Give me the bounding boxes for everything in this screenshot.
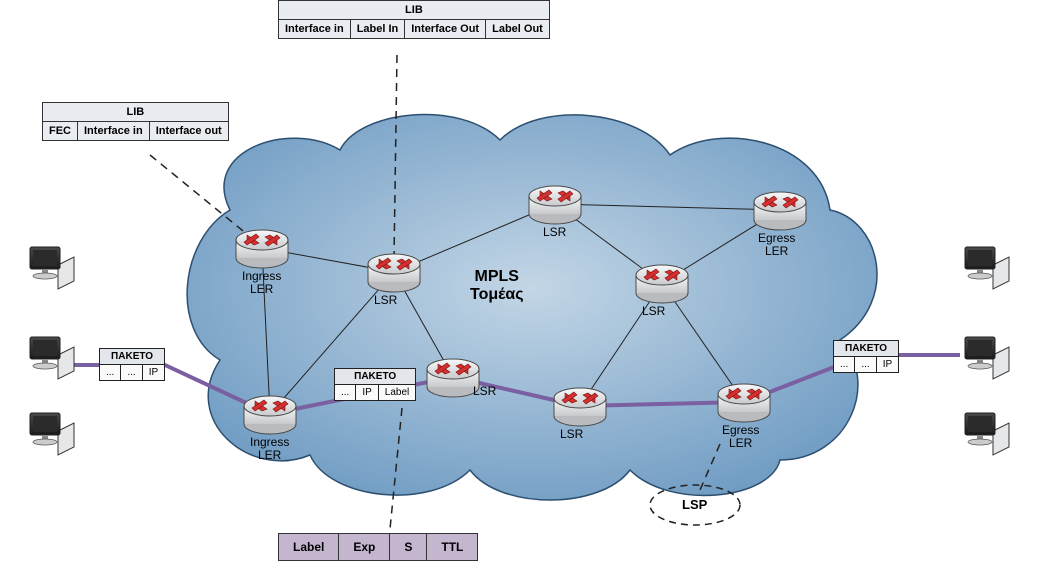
packet-cell: ... xyxy=(121,365,142,381)
packet-cell: ... xyxy=(855,357,876,373)
router-label: LSR xyxy=(642,305,665,318)
router-icon xyxy=(427,359,479,397)
router-icon xyxy=(236,230,288,268)
router-icon xyxy=(368,254,420,292)
lib-left-col: Interface out xyxy=(149,122,228,141)
pc-icon xyxy=(965,247,1009,289)
router-label: IngressLER xyxy=(242,270,281,296)
router-icon xyxy=(244,396,296,434)
router-label: LSR xyxy=(374,294,397,307)
label-field-row: Label Exp S TTL xyxy=(278,533,478,561)
router-label: LSR xyxy=(473,385,496,398)
router-icon xyxy=(754,192,806,230)
mpls-line2: Τομέας xyxy=(470,286,524,303)
packet-cell: IP xyxy=(876,357,898,373)
router-icon xyxy=(529,186,581,224)
pc-icon xyxy=(30,337,74,379)
packet-cell: ... xyxy=(834,357,855,373)
packet-left: ΠΑΚΕΤΟ ... ... IP xyxy=(99,348,165,381)
lib-top-col: Interface in xyxy=(279,20,351,39)
pc-icon xyxy=(30,413,74,455)
packet-cell: Label xyxy=(378,385,415,401)
mpls-domain-label: MPLS Τομέας xyxy=(470,268,524,304)
packet-cell: IP xyxy=(142,365,164,381)
lib-top-col: Label In xyxy=(350,20,405,39)
packet-cell: ... xyxy=(100,365,121,381)
router-label: IngressLER xyxy=(250,436,289,462)
packet-cell: ... xyxy=(335,385,356,401)
packet-mid: ΠΑΚΕΤΟ ... IP Label xyxy=(334,368,416,401)
router-icon xyxy=(636,265,688,303)
label-cell: S xyxy=(390,534,427,561)
router-icon xyxy=(718,384,770,422)
label-cell: Exp xyxy=(339,534,390,561)
lib-left-col: FEC xyxy=(43,122,78,141)
label-cell: TTL xyxy=(427,534,478,561)
lib-top-col: Label Out xyxy=(486,20,550,39)
mpls-cloud xyxy=(187,115,877,500)
lib-top-col: Interface Out xyxy=(405,20,486,39)
pc-icon xyxy=(965,337,1009,379)
router-icon xyxy=(554,388,606,426)
packet-right: ΠΑΚΕΤΟ ... ... IP xyxy=(833,340,899,373)
lib-table-top: LIB Interface in Label In Interface Out … xyxy=(278,0,550,39)
packet-title: ΠΑΚΕΤΟ xyxy=(100,349,165,365)
router-label: LSR xyxy=(543,226,566,239)
diagram-stage: LIB Interface in Label In Interface Out … xyxy=(0,0,1042,571)
router-label: LSR xyxy=(560,428,583,441)
packet-title: ΠΑΚΕΤΟ xyxy=(335,369,416,385)
router-label: EgressLER xyxy=(722,424,759,450)
lib-left-title: LIB xyxy=(43,103,229,122)
packet-title: ΠΑΚΕΤΟ xyxy=(834,341,899,357)
lib-left-col: Interface in xyxy=(78,122,150,141)
label-cell: Label xyxy=(279,534,339,561)
mpls-line1: MPLS xyxy=(475,268,519,285)
lsp-text: LSP xyxy=(682,497,707,512)
pc-icon xyxy=(965,413,1009,455)
router-label: EgressLER xyxy=(758,232,795,258)
lib-table-left: LIB FEC Interface in Interface out xyxy=(42,102,229,141)
lib-top-title: LIB xyxy=(279,1,550,20)
packet-cell: IP xyxy=(356,385,378,401)
pc-icon xyxy=(30,247,74,289)
